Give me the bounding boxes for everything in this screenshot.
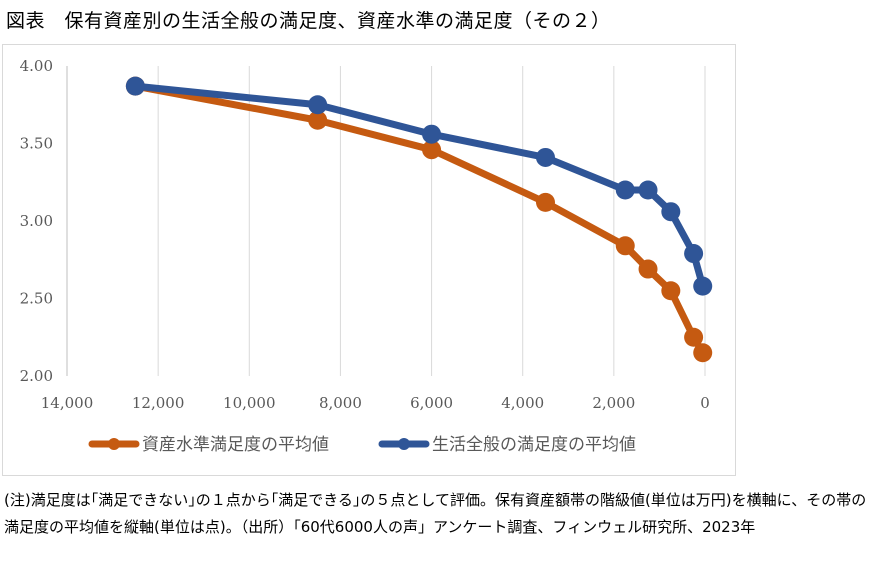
series-layer <box>125 76 713 363</box>
data-point <box>661 281 681 301</box>
data-point <box>422 140 442 160</box>
x-tick-label: 8,000 <box>319 394 362 412</box>
x-tick-label: 14,000 <box>41 394 94 412</box>
y-tick-label: 3.50 <box>20 135 53 153</box>
data-point <box>615 180 635 200</box>
legend: 資産水準満足度の平均値 生活全般の満足度の平均値 <box>88 435 636 455</box>
legend-item-1: 生活全般の満足度の平均値 <box>378 435 636 455</box>
data-point <box>422 124 442 144</box>
y-tick-label: 4.00 <box>20 57 53 75</box>
x-tick-label: 2,000 <box>592 394 635 412</box>
series-1 <box>125 76 713 296</box>
legend-label: 生活全般の満足度の平均値 <box>432 435 636 455</box>
line-chart: 2.00 2.50 3.00 3.50 4.00 14,000 12,000 10,000 8… <box>20 57 713 455</box>
data-point <box>684 327 704 347</box>
series-line <box>131 82 707 357</box>
x-tick-labels: 14,000 12,000 10,000 8,000 6,000 4,000 2,000 0 <box>41 394 710 412</box>
data-point <box>615 236 635 256</box>
data-point <box>661 202 681 222</box>
x-tick-label: 10,000 <box>223 394 276 412</box>
page-title: 図表 保有資産別の生活全般の満足度、資産水準の満足度（その２） <box>6 10 611 32</box>
data-point <box>638 180 658 200</box>
legend-label: 資産水準満足度の平均値 <box>142 435 329 455</box>
x-tick-label: 0 <box>700 394 710 412</box>
legend-item-0: 資産水準満足度の平均値 <box>88 435 329 455</box>
y-tick-label: 2.50 <box>20 290 53 308</box>
x-tick-label: 12,000 <box>132 394 185 412</box>
x-tick-label: 6,000 <box>410 394 453 412</box>
x-tick-label: 4,000 <box>501 394 544 412</box>
data-point <box>693 276 713 296</box>
gridlines <box>66 66 706 376</box>
y-tick-label: 2.00 <box>20 367 53 385</box>
y-tick-labels: 2.00 2.50 3.00 3.50 4.00 <box>20 57 53 385</box>
chart-frame <box>2 44 736 476</box>
data-point <box>308 110 328 130</box>
series-0 <box>125 76 713 363</box>
data-point <box>638 259 658 279</box>
y-tick-label: 3.00 <box>20 212 53 230</box>
legend-swatch-marker <box>398 438 410 450</box>
data-point <box>693 343 713 363</box>
footnote: (注)満足度は｢満足できない｣の１点から｢満足できる｣の５点として評価。保有資産… <box>4 491 867 536</box>
data-point <box>684 244 704 264</box>
data-point <box>125 76 145 96</box>
data-point <box>308 95 328 115</box>
legend-swatch-marker <box>108 438 120 450</box>
data-point <box>536 192 555 212</box>
data-point <box>536 147 555 167</box>
